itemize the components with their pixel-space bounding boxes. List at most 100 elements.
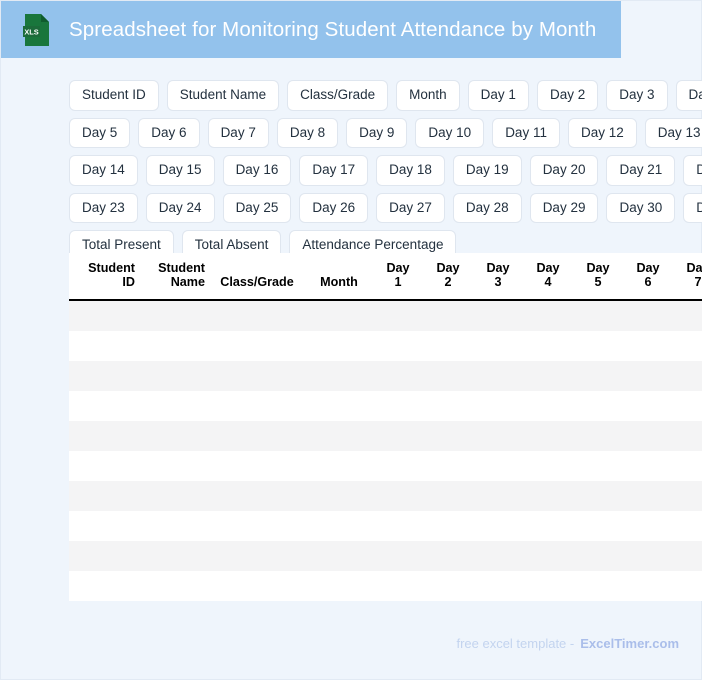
field-chip[interactable]: Student Name — [166, 80, 280, 111]
field-chip[interactable]: Day 1 — [467, 80, 529, 111]
table-cell[interactable] — [305, 540, 373, 571]
table-cell[interactable] — [473, 540, 523, 571]
table-cell[interactable] — [473, 330, 523, 361]
footer-brand-link[interactable]: ExcelTimer.com — [580, 636, 679, 651]
table-cell[interactable] — [573, 540, 623, 571]
table-cell[interactable] — [473, 450, 523, 481]
field-chip[interactable]: Day 11 — [492, 117, 560, 148]
table-cell[interactable] — [209, 450, 305, 481]
field-chip[interactable]: Day 17 — [299, 155, 369, 186]
field-chip[interactable]: Day 12 — [567, 117, 637, 148]
field-chip[interactable]: Day 3 — [606, 80, 668, 111]
field-chip[interactable]: Day 7 — [207, 117, 269, 148]
table-cell[interactable] — [623, 540, 673, 571]
table-row[interactable] — [69, 390, 702, 421]
table-cell[interactable] — [623, 390, 673, 421]
table-cell[interactable] — [209, 540, 305, 571]
table-cell[interactable] — [523, 510, 573, 541]
table-cell[interactable] — [623, 420, 673, 451]
field-chip[interactable]: Day 28 — [452, 192, 522, 223]
field-chip[interactable]: Day 21 — [606, 155, 676, 186]
table-cell[interactable] — [305, 450, 373, 481]
table-cell[interactable] — [139, 390, 209, 421]
table-cell[interactable] — [373, 510, 423, 541]
table-cell[interactable] — [209, 510, 305, 541]
table-row[interactable] — [69, 450, 702, 481]
table-cell[interactable] — [673, 510, 702, 541]
table-cell[interactable] — [69, 510, 139, 541]
table-cell[interactable] — [305, 570, 373, 601]
table-cell[interactable] — [373, 420, 423, 451]
table-cell[interactable] — [139, 330, 209, 361]
table-cell[interactable] — [473, 510, 523, 541]
table-cell[interactable] — [305, 420, 373, 451]
table-cell[interactable] — [69, 420, 139, 451]
table-cell[interactable] — [69, 540, 139, 571]
table-cell[interactable] — [373, 570, 423, 601]
table-cell[interactable] — [473, 480, 523, 511]
table-cell[interactable] — [573, 360, 623, 391]
field-chip[interactable]: Day 30 — [606, 192, 676, 223]
table-cell[interactable] — [69, 330, 139, 361]
table-row[interactable] — [69, 570, 702, 601]
table-cell[interactable] — [69, 480, 139, 511]
table-cell[interactable] — [69, 450, 139, 481]
table-cell[interactable] — [673, 360, 702, 391]
table-cell[interactable] — [423, 330, 473, 361]
field-chip[interactable]: Day 9 — [346, 117, 408, 148]
table-cell[interactable] — [523, 390, 573, 421]
table-cell[interactable] — [423, 360, 473, 391]
table-cell[interactable] — [523, 360, 573, 391]
field-chip[interactable]: Day 19 — [452, 155, 522, 186]
field-chip[interactable]: Day 5 — [69, 117, 131, 148]
table-cell[interactable] — [473, 570, 523, 601]
field-chip[interactable]: Day 16 — [222, 155, 292, 186]
table-cell[interactable] — [209, 390, 305, 421]
table-cell[interactable] — [573, 299, 623, 331]
field-chip[interactable]: Day 31 — [683, 192, 702, 223]
table-cell[interactable] — [623, 330, 673, 361]
field-chip[interactable]: Day 14 — [69, 155, 138, 186]
table-cell[interactable] — [423, 390, 473, 421]
field-chip[interactable]: Day 25 — [222, 192, 292, 223]
table-cell[interactable] — [423, 299, 473, 331]
table-cell[interactable] — [209, 360, 305, 391]
table-row[interactable] — [69, 420, 702, 451]
table-cell[interactable] — [423, 450, 473, 481]
table-cell[interactable] — [139, 540, 209, 571]
table-cell[interactable] — [573, 450, 623, 481]
table-cell[interactable] — [305, 510, 373, 541]
table-cell[interactable] — [473, 299, 523, 331]
table-cell[interactable] — [623, 570, 673, 601]
table-row[interactable] — [69, 480, 702, 511]
table-cell[interactable] — [139, 570, 209, 601]
table-cell[interactable] — [573, 420, 623, 451]
table-cell[interactable] — [373, 450, 423, 481]
table-row[interactable] — [69, 330, 702, 361]
table-cell[interactable] — [473, 360, 523, 391]
field-chip[interactable]: Day 29 — [529, 192, 599, 223]
table-cell[interactable] — [139, 420, 209, 451]
table-cell[interactable] — [523, 330, 573, 361]
table-cell[interactable] — [209, 330, 305, 361]
field-chip[interactable]: Day 26 — [299, 192, 369, 223]
table-cell[interactable] — [673, 299, 702, 331]
table-cell[interactable] — [573, 510, 623, 541]
table-cell[interactable] — [69, 360, 139, 391]
field-chip[interactable]: Day 23 — [69, 192, 138, 223]
table-cell[interactable] — [523, 540, 573, 571]
table-cell[interactable] — [573, 330, 623, 361]
table-cell[interactable] — [623, 299, 673, 331]
table-cell[interactable] — [139, 299, 209, 331]
table-cell[interactable] — [673, 450, 702, 481]
field-chip[interactable]: Day 10 — [415, 117, 485, 148]
table-cell[interactable] — [673, 390, 702, 421]
table-cell[interactable] — [573, 390, 623, 421]
table-cell[interactable] — [573, 480, 623, 511]
field-chip[interactable]: Day 20 — [529, 155, 599, 186]
table-cell[interactable] — [673, 330, 702, 361]
field-chip[interactable]: Day 2 — [536, 80, 599, 111]
table-cell[interactable] — [305, 480, 373, 511]
table-cell[interactable] — [573, 570, 623, 601]
field-chip[interactable]: Day 6 — [138, 117, 200, 148]
